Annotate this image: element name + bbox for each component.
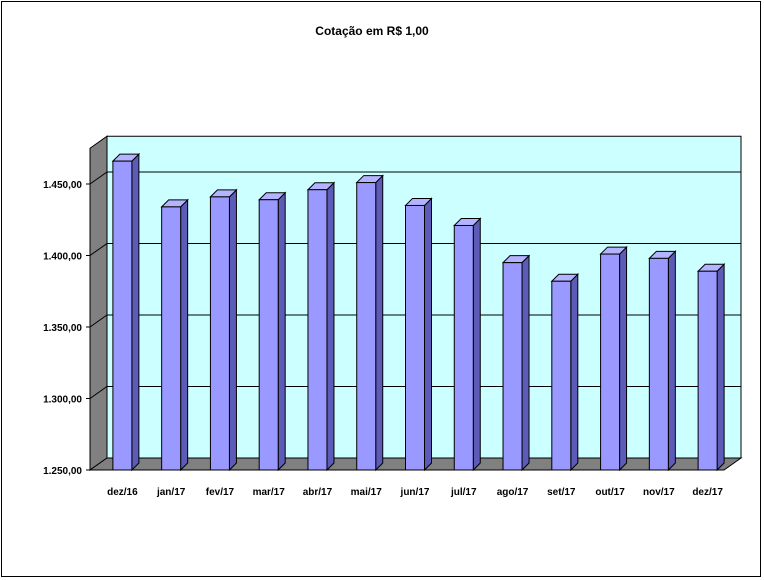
y-tick-label: 1.450,00 [43,180,82,191]
bar [453,224,474,471]
y-tick-label: 1.350,00 [43,323,82,334]
bar-side [472,217,481,472]
bar-side [521,254,530,472]
gridline [89,171,741,185]
y-tick-label: 1.250,00 [43,466,82,477]
bar [648,257,669,471]
x-tick-label: dez/17 [692,487,723,498]
bar [112,160,133,471]
bar-side [667,250,676,472]
x-tick-label: ago/17 [497,487,529,498]
x-tick-label: jul/17 [450,487,477,498]
bar [258,199,279,471]
bar-side [424,197,432,472]
x-tick-label: jun/17 [400,487,430,498]
chart-title: Cotação em R$ 1,00 [315,24,429,38]
bar [209,196,230,471]
bar-side [277,191,286,472]
side-wall [89,135,108,471]
x-tick-label: mai/17 [351,487,383,498]
bar [161,206,182,471]
bar-side [570,273,579,472]
x-tick-label: dez/16 [107,487,138,498]
gridline [89,243,741,256]
bar [600,253,621,471]
bar [405,204,425,471]
bar-side [131,152,140,472]
bar-side [619,245,628,472]
gridline [89,386,741,399]
x-tick-label: out/17 [595,487,625,498]
x-tick-label: abr/17 [303,487,333,498]
bar [502,262,523,471]
bar [356,182,377,471]
bar-side [716,263,725,472]
bar [307,189,328,471]
bar [697,270,718,471]
bar [551,280,572,471]
y-tick-label: 1.400,00 [43,252,82,263]
x-tick-label: mar/17 [253,487,286,498]
x-tick-label: fev/17 [206,487,235,498]
y-tick-label: 1.300,00 [43,395,82,406]
x-tick-label: jan/17 [156,487,186,498]
bar-side [375,174,384,472]
bar-side [326,181,335,472]
x-tick-label: nov/17 [643,487,675,498]
x-tick-label: set/17 [547,487,576,498]
bar-side [180,198,189,472]
bar-side [228,188,237,472]
gridline [89,314,741,328]
